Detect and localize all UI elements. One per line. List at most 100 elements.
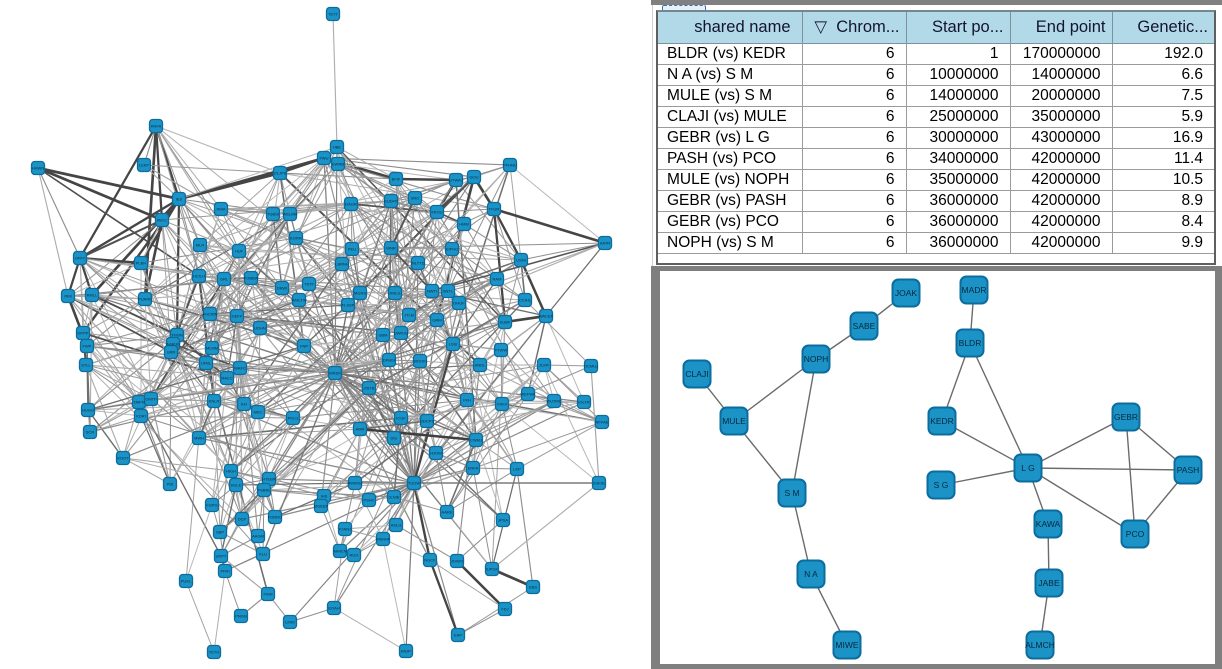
svg-text:RWWSJ: RWWSJ (347, 481, 362, 486)
svg-text:HIGH: HIGH (226, 469, 236, 474)
svg-text:AGRJG: AGRJG (166, 342, 180, 347)
svg-text:DCP: DCP (238, 517, 247, 522)
svg-text:PSBRL: PSBRL (257, 488, 271, 493)
svg-text:OCMUJ: OCMUJ (584, 364, 598, 369)
svg-text:JABE: JABE (1038, 578, 1060, 588)
svg-text:SNMHF: SNMHF (376, 537, 391, 542)
svg-text:L G: L G (1021, 463, 1034, 473)
svg-text:PUARE: PUARE (138, 297, 152, 302)
svg-text:DIU: DIU (391, 436, 398, 441)
svg-text:EWRB: EWRB (332, 162, 344, 167)
svg-text:DAGR: DAGR (345, 202, 357, 207)
svg-text:DFBGI: DFBGI (383, 358, 395, 363)
svg-text:NGCF: NGCF (424, 558, 436, 563)
svg-text:OLJPS: OLJPS (274, 171, 287, 176)
svg-text:PKLG: PKLG (288, 416, 299, 421)
svg-text:DDCPS: DDCPS (420, 419, 434, 424)
svg-text:UWRJU: UWRJU (394, 331, 409, 336)
svg-text:LBRNH: LBRNH (335, 262, 349, 267)
svg-text:EORR: EORR (290, 236, 302, 241)
svg-text:UBM: UBM (379, 333, 388, 338)
svg-text:MLMM: MLMM (206, 346, 218, 351)
svg-text:UKPT: UKPT (216, 554, 227, 559)
svg-text:CWMJ: CWMJ (470, 438, 482, 443)
svg-text:IOLTR: IOLTR (578, 400, 590, 405)
svg-text:EUDFP: EUDFP (384, 199, 398, 204)
svg-text:WEFWK: WEFWK (520, 392, 536, 397)
svg-text:PSHC: PSHC (363, 498, 374, 503)
svg-text:CLAJI: CLAJI (685, 369, 708, 379)
svg-text:JDWO: JDWO (451, 559, 463, 564)
svg-text:LMIO: LMIO (285, 620, 295, 625)
svg-text:WRSK: WRSK (329, 371, 341, 376)
svg-text:IES: IES (176, 197, 183, 202)
svg-text:WUTMC: WUTMC (546, 399, 561, 404)
svg-text:WDOKI: WDOKI (413, 359, 427, 364)
svg-text:HJOW: HJOW (430, 451, 442, 456)
svg-text:GRM: GRM (432, 318, 441, 323)
svg-text:HCILH: HCILH (193, 274, 205, 279)
svg-text:FWU: FWU (319, 156, 328, 161)
svg-text:AATR: AATR (600, 241, 610, 246)
svg-text:HBE: HBE (333, 145, 342, 150)
svg-text:EIPHC: EIPHC (446, 247, 458, 252)
svg-text:EAP: EAP (454, 633, 462, 638)
svg-text:UFBL: UFBL (201, 361, 212, 366)
svg-text:IHS: IHS (321, 494, 328, 499)
svg-text:IWCC: IWCC (157, 218, 168, 223)
svg-text:MWH: MWH (194, 436, 204, 441)
svg-text:S G: S G (934, 480, 949, 490)
svg-text:PASH: PASH (1177, 465, 1200, 475)
svg-text:KDRI: KDRI (136, 414, 146, 419)
svg-text:WNR: WNR (386, 246, 396, 251)
svg-text:KAWA: KAWA (1036, 519, 1061, 529)
svg-text:TFWN: TFWN (171, 333, 183, 338)
svg-text:SNTL: SNTL (443, 289, 454, 294)
svg-text:JTLM: JTLM (404, 313, 414, 318)
svg-text:IHJ: IHJ (241, 402, 247, 407)
svg-text:IUPGK: IUPGK (486, 567, 499, 572)
svg-text:MIWE: MIWE (835, 640, 858, 650)
svg-text:LKP: LKP (513, 467, 521, 472)
svg-text:SCR: SCR (86, 430, 95, 435)
svg-text:PFRI: PFRI (220, 569, 229, 574)
svg-text:KNLD: KNLD (390, 291, 401, 296)
svg-text:RAM: RAM (493, 277, 502, 282)
svg-text:DRWI: DRWI (277, 286, 288, 291)
svg-text:KNLR: KNLR (209, 399, 220, 404)
svg-text:AAGM: AAGM (252, 534, 264, 539)
svg-text:FHCRW: FHCRW (203, 312, 218, 317)
svg-text:TFUR: TFUR (489, 207, 500, 212)
svg-text:GEBR: GEBR (1114, 412, 1138, 422)
svg-text:PJANJ: PJANJ (339, 527, 351, 532)
svg-text:WMLTW: WMLTW (291, 298, 306, 303)
svg-text:ICGF: ICGF (396, 416, 406, 421)
svg-text:UDHN: UDHN (254, 326, 266, 331)
svg-text:JOAK: JOAK (895, 288, 918, 298)
svg-text:GRL: GRL (220, 277, 229, 282)
svg-text:HUGO: HUGO (82, 408, 94, 413)
svg-text:KNJP: KNJP (401, 649, 412, 654)
svg-text:KLU: KLU (259, 552, 267, 557)
svg-text:USNI: USNI (516, 258, 526, 263)
svg-text:DPPP: DPPP (78, 331, 89, 336)
svg-text:URR: URR (167, 350, 176, 355)
svg-text:NWTI: NWTI (427, 289, 437, 294)
svg-text:HHWN: HHWN (32, 166, 45, 171)
svg-text:KEDR: KEDR (930, 416, 954, 426)
svg-text:ALMCH: ALMCH (1025, 640, 1055, 650)
svg-text:LSSI: LSSI (449, 342, 458, 347)
svg-text:TETH: TETH (209, 650, 220, 655)
svg-text:ASLG: ASLG (391, 523, 402, 528)
svg-text:UTWAJ: UTWAJ (449, 178, 463, 183)
svg-text:FKH: FKH (463, 398, 471, 403)
svg-text:FKOU: FKOU (431, 210, 442, 215)
svg-text:JLKR: JLKR (539, 363, 549, 368)
svg-text:JLNIE: JLNIE (389, 495, 400, 500)
svg-text:SABE: SABE (853, 321, 876, 331)
svg-text:SUBF: SUBF (500, 320, 511, 325)
svg-text:LEKP: LEKP (139, 163, 150, 168)
svg-text:FNP: FNP (300, 344, 308, 349)
svg-text:MADR: MADR (961, 285, 986, 295)
svg-text:HULE: HULE (231, 483, 242, 488)
